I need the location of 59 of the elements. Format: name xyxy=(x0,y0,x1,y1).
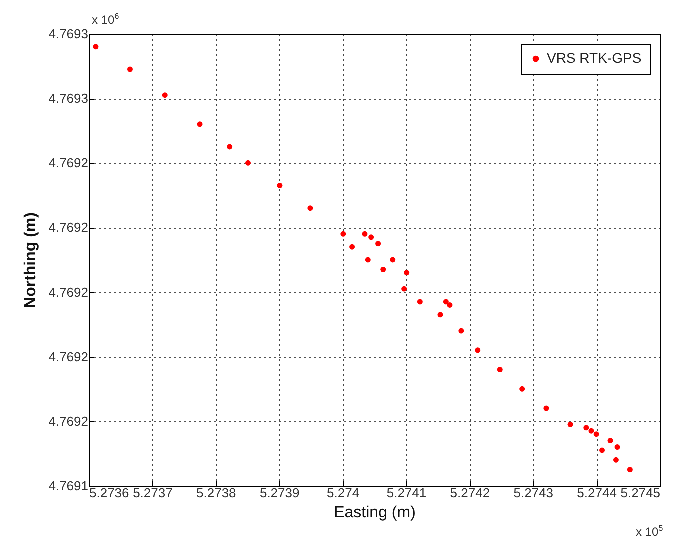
point xyxy=(362,231,368,237)
point xyxy=(627,467,633,473)
point xyxy=(568,422,574,428)
x-axis-title: Easting (m) xyxy=(334,504,416,522)
x-tick-label: 5.2743 xyxy=(514,486,554,500)
point xyxy=(613,457,619,463)
point xyxy=(246,160,251,166)
y-tick-label: 4.7691 xyxy=(48,478,88,494)
point xyxy=(520,386,526,392)
point xyxy=(197,122,203,128)
point xyxy=(390,257,396,263)
x-tick-label: 5.2745 xyxy=(620,486,660,500)
x-tick-label: 5.2744 xyxy=(577,486,617,500)
point xyxy=(584,425,590,431)
point xyxy=(594,432,600,438)
point xyxy=(443,299,449,305)
point xyxy=(380,266,386,272)
point xyxy=(588,428,594,434)
point xyxy=(368,234,374,240)
point xyxy=(417,299,423,305)
x-tick-label: 5.2741 xyxy=(386,486,427,500)
y-tick-label: 4.7692 xyxy=(48,414,88,429)
y-tick-label: 4.7692 xyxy=(48,284,88,300)
y-tick-label: 4.7693 xyxy=(48,91,88,106)
point xyxy=(402,286,408,292)
x-tick-label: 5.2736 xyxy=(90,486,130,500)
point xyxy=(376,241,382,247)
text: x 10$^{6}$ xyxy=(92,12,120,27)
legend-label: VRS RTK-GPS xyxy=(547,50,642,66)
point xyxy=(93,44,99,50)
point xyxy=(340,231,346,237)
point xyxy=(600,448,606,454)
point xyxy=(128,66,133,72)
point xyxy=(458,328,464,334)
point xyxy=(365,257,371,263)
x-tick-label: 5.274 xyxy=(327,486,360,500)
x-tick-label: 5.2739 xyxy=(260,486,300,500)
point xyxy=(614,444,620,450)
y-tick-label: 4.7693 xyxy=(48,26,88,42)
point xyxy=(277,183,283,188)
x-tick-label: 5.2737 xyxy=(133,486,173,500)
point xyxy=(608,438,614,444)
point xyxy=(447,302,453,308)
point xyxy=(438,312,444,318)
y-tick-label: 4.7692 xyxy=(48,349,88,364)
point xyxy=(404,270,410,276)
y-axis-title: Northing (m) xyxy=(22,212,40,308)
point xyxy=(162,92,168,98)
point xyxy=(497,367,503,373)
text: x 10$^{5}$ xyxy=(636,524,664,539)
point xyxy=(475,348,481,354)
x-tick-label: 5.2738 xyxy=(196,486,236,500)
point xyxy=(544,406,550,412)
point xyxy=(350,244,356,250)
y-tick-label: 4.7692 xyxy=(48,156,88,171)
point xyxy=(308,206,314,212)
y-tick-label: 4.7692 xyxy=(48,220,88,236)
point xyxy=(227,144,233,150)
x-tick-label: 5.2742 xyxy=(450,486,490,500)
